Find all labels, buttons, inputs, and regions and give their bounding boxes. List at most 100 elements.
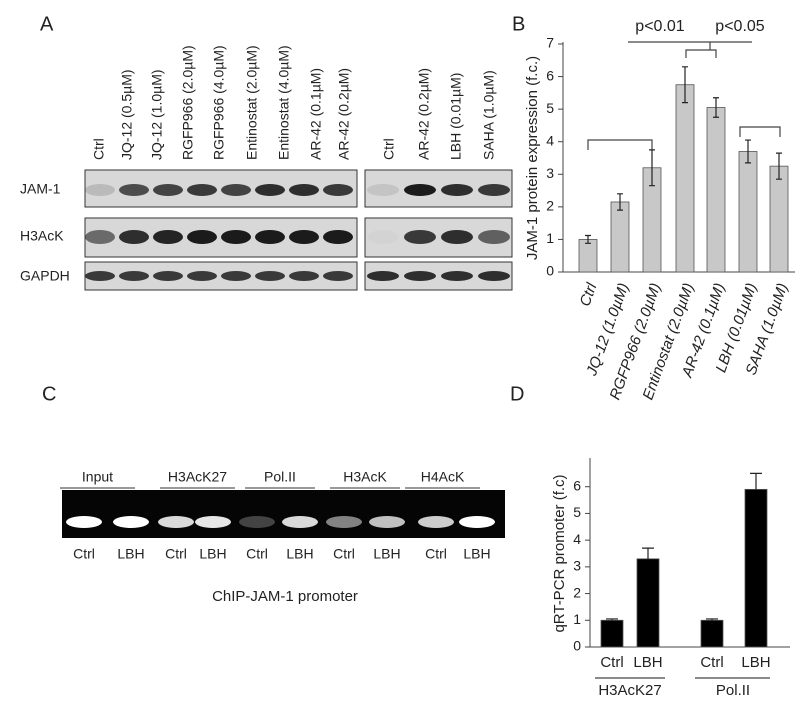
error-bar [617,193,623,211]
gel-lane-label: LBH [463,546,490,562]
blot-band [367,271,399,281]
y-tick-label: 2 [546,198,554,214]
error-bar [682,66,688,104]
gel-band [459,516,495,528]
y-tick-label: 5 [546,100,554,116]
blot-band [323,230,353,244]
blot-band [478,184,510,196]
y-tick-label: 5 [573,504,581,520]
gel-lane-label: Ctrl [73,546,95,562]
panel-label: A [40,13,54,35]
gel-lane-label: Ctrl [425,546,447,562]
lane-label: AR-42 (0.2µM) [416,68,432,160]
gel-group-label: Pol.II [264,469,296,485]
bar [700,619,724,648]
gel-lane-label: LBH [117,546,144,562]
error-bar [713,97,719,118]
blot-band [187,230,217,244]
bar [706,107,726,273]
blot-band [221,184,251,196]
gel-band [282,516,318,528]
bar [738,151,758,273]
lane-label: AR-42 (0.1µM) [308,68,324,160]
y-tick-label: 2 [573,584,581,600]
x-tick-label: Ctrl [577,280,601,308]
y-tick-label: 3 [573,558,581,574]
y-axis-label: qRT-PCR promoter (f.c) [551,474,568,632]
lane-label: AR-42 (0.2µM) [336,68,352,160]
x-tick-label: LBH [633,654,662,671]
row-label: H3AcK [20,228,64,244]
gel-lane-label: LBH [373,546,400,562]
blot-band [289,184,319,196]
bar [675,84,695,273]
bar [600,619,624,648]
blot-band [221,230,251,244]
lane-label: Entinostat (2.0µM) [244,45,260,160]
y-tick-label: 0 [573,638,581,654]
blot-band [85,230,115,244]
blot-band [255,271,285,281]
gel-band [326,516,362,528]
panel-label: D [510,383,524,405]
y-axis-label: JAM-1 protein expression (f.c.) [524,56,541,260]
error-bar [745,139,751,164]
gel-group-label: H3AcK [343,469,387,485]
blot-band [153,184,183,196]
blot-band [367,230,399,244]
gel-lane-label: Ctrl [165,546,187,562]
gel-group-label: H3AcK27 [168,469,227,485]
blot-band [404,230,436,244]
gel-band [113,516,149,528]
error-bar [776,152,782,180]
blot-band [255,230,285,244]
blot-band [289,271,319,281]
blot-band [441,271,473,281]
bar [636,558,660,648]
blot-band [478,230,510,244]
error-bar [649,149,655,187]
gel-band [158,516,194,528]
error-bar [750,472,762,490]
blot-band [85,184,115,196]
error-bar [585,234,591,244]
lane-label: RGFP966 (4.0µM) [211,45,227,160]
gel-band [66,516,102,528]
y-tick-label: 1 [546,230,554,246]
gel-lane-label: LBH [199,546,226,562]
y-tick-label: 1 [573,611,581,627]
blot-band [119,271,149,281]
blot-band [119,184,149,196]
blot-band [323,184,353,196]
gel-group-label: H4AcK [421,469,465,485]
blot-band [367,184,399,196]
lane-label: JQ-12 (1.0µM) [149,69,165,160]
lane-label: Entinostat (4.0µM) [276,45,292,160]
significance-bracket [587,41,781,150]
x-tick-label: Ctrl [600,654,623,671]
lane-label: SAHA (1.0µM) [481,70,497,160]
blot-band [153,230,183,244]
y-tick-label: 4 [573,531,581,547]
gel-lane-label: Ctrl [246,546,268,562]
bar [610,201,630,273]
blot-band [221,271,251,281]
y-tick-label: 6 [573,477,581,493]
blot-band [404,271,436,281]
bar [769,165,789,273]
blot-band [441,184,473,196]
blot-band [85,271,115,281]
blot-band [441,230,473,244]
lane-label: LBH (0.01µM) [448,73,464,160]
gel-lane-label: LBH [286,546,313,562]
panel-label: B [512,13,525,35]
lane-label: RGFP966 (2.0µM) [180,45,196,160]
lane-label: JQ-12 (0.5µM) [119,69,135,160]
row-label: GAPDH [20,268,70,284]
x-tick-label: LBH [741,654,770,671]
blot-band [255,184,285,196]
bar [744,488,768,648]
gel-band [195,516,231,528]
blot-band [153,271,183,281]
